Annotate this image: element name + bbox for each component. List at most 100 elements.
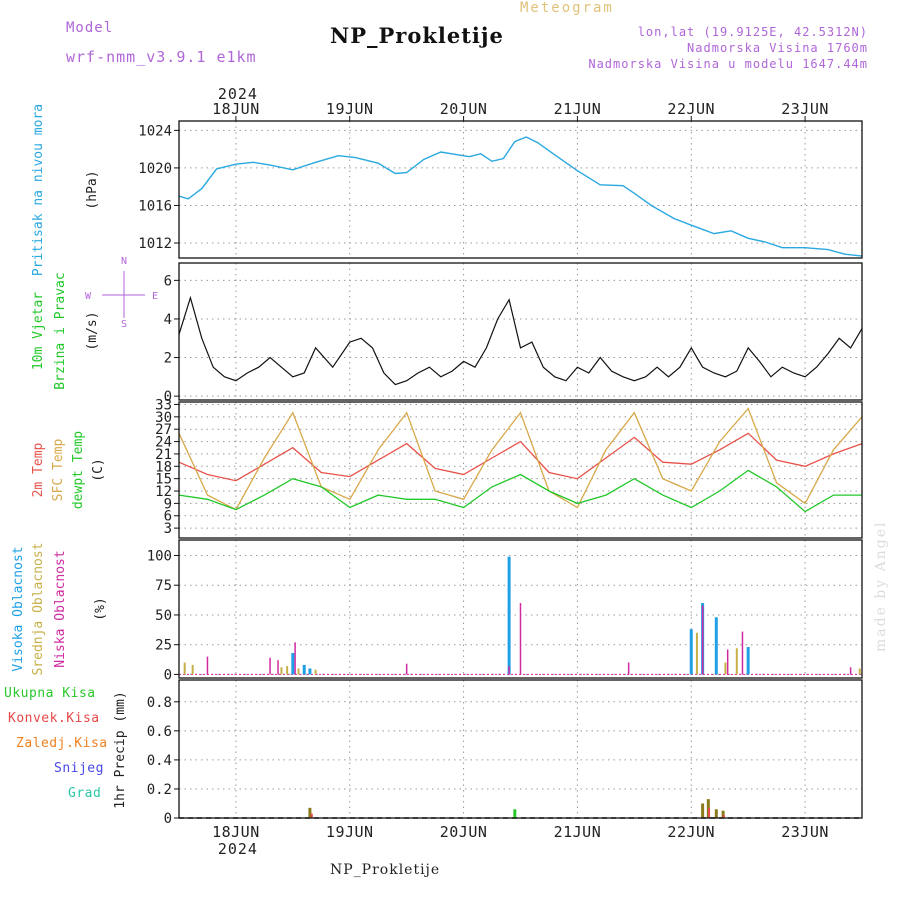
low-cloud-bar [701, 605, 704, 675]
footer-station: NP_Prokletije [330, 862, 441, 878]
wind-ylabel-1: 10m Vjetar [31, 292, 46, 370]
top-day-label: 22JUN [667, 100, 715, 118]
y-tick-label: 1024 [138, 123, 172, 139]
y-tick-label: 3 [164, 521, 172, 537]
y-tick-label: 30 [155, 410, 172, 426]
dewpoint-label: dewpt Temp [71, 431, 86, 509]
y-tick-label: 15 [155, 472, 172, 488]
y-tick-label: 75 [155, 578, 172, 594]
legend-hail: Grad [68, 786, 102, 801]
total-rain-bar [513, 809, 517, 818]
low-cloud-bar [741, 631, 744, 675]
legend-convective-rain: Konvek.Kisa [8, 711, 100, 726]
model-name: wrf-nmm_v3.9.1 e1km [66, 48, 257, 66]
convective-rain-bar [310, 813, 313, 818]
total-rain-bar [714, 809, 718, 818]
top-day-label: 21JUN [554, 100, 602, 118]
model-label: Model [66, 20, 114, 36]
temp-sfc-line [178, 407, 863, 511]
bottom-year-label: 2024 [218, 840, 258, 858]
bottom-day-label: 23JUN [781, 823, 829, 841]
y-tick-label: 0.8 [147, 695, 172, 711]
mid-cloud-bar [695, 632, 698, 675]
low-cloud-bar [519, 603, 522, 675]
coordinates: lon,lat (19.9125E, 42.5312N) [637, 25, 868, 39]
bottom-day-label: 19JUN [326, 823, 374, 841]
mid-cloud-bar [280, 667, 283, 675]
bottom-day-label: 18JUN [212, 823, 260, 841]
panel-frame [178, 120, 863, 259]
high-cloud-bar [689, 629, 693, 675]
bottom-day-label: 22JUN [667, 823, 715, 841]
total-rain-bar [721, 810, 725, 818]
y-tick-label: 1020 [138, 161, 172, 177]
total-rain-bar [308, 807, 312, 818]
y-tick-label: 12 [155, 484, 172, 500]
low-cloud-bar [294, 642, 296, 675]
y-tick-label: 2 [164, 351, 172, 367]
y-tick-label: 0.6 [147, 724, 172, 740]
top-day-label: 19JUN [326, 100, 374, 118]
precip-unit: 1hr Precip (mm) [113, 691, 128, 808]
legend-snow: Snijeg [54, 761, 104, 776]
pressure-ylabel: Pritisak na nivou mora [31, 104, 46, 276]
mid-cloud-bar [191, 664, 194, 675]
pressure-unit: (hPa) [85, 170, 100, 209]
mid-cloud-bar [297, 668, 300, 675]
y-tick-label: 0.4 [147, 753, 172, 769]
low-cloud-bar [405, 663, 408, 675]
y-tick-label: 0 [164, 667, 172, 683]
compass-west: W [85, 291, 92, 302]
temp-unit: (C) [91, 458, 106, 481]
pressure-line [178, 136, 863, 257]
compass-south: S [121, 319, 127, 330]
mid-cloud-bar [286, 666, 289, 675]
legend-total-rain: Ukupna Kisa [4, 686, 96, 701]
y-tick-label: 100 [147, 548, 172, 564]
y-tick-label: 6 [164, 273, 172, 289]
y-tick-label: 33 [155, 397, 172, 413]
top-day-label: 18JUN [212, 100, 260, 118]
wind-unit: (m/s) [85, 311, 100, 350]
bottom-day-label: 20JUN [440, 823, 488, 841]
convective-rain-bar [722, 815, 725, 818]
high-cloud-bar [302, 664, 306, 675]
total-rain-bar [701, 803, 705, 818]
y-tick-label: 0.2 [147, 782, 172, 798]
top-day-label: 23JUN [781, 100, 829, 118]
wind-ylabel-2: Brzina i Pravac [53, 272, 68, 389]
y-tick-label: 0 [164, 811, 172, 827]
high-cloud-bar [507, 556, 511, 675]
high-cloud-bar [308, 668, 312, 675]
mid-cloud-bar [183, 662, 186, 675]
low-cloud-bar [269, 657, 271, 675]
panel-frame [178, 679, 863, 819]
high-cloud-label: Visoka Oblacnost [11, 546, 26, 671]
y-tick-label: 21 [155, 447, 172, 463]
temp-2m-line [178, 432, 863, 482]
mid-cloud-label: Srednja Oblacnost [31, 542, 46, 675]
panel-frame [178, 401, 863, 539]
altitude: Nadmorska Visina 1760m [687, 41, 868, 55]
high-cloud-bar [746, 647, 750, 675]
top-day-label: 20JUN [440, 100, 488, 118]
low-cloud-bar [277, 660, 279, 675]
top-year-label: 2024 [218, 85, 258, 103]
cloud-unit: (%) [93, 597, 108, 620]
y-tick-label: 9 [164, 496, 172, 512]
y-tick-label: 18 [155, 459, 172, 475]
y-tick-label: 50 [155, 608, 172, 624]
y-tick-label: 1012 [138, 236, 172, 252]
mid-cloud-bar [724, 662, 727, 675]
dewpoint-line [178, 469, 862, 513]
low-cloud-label: Niska Oblacnost [53, 550, 68, 667]
mid-cloud-bar [735, 648, 738, 675]
bottom-day-label: 21JUN [554, 823, 602, 841]
wind-speed-line [178, 295, 863, 386]
y-tick-label: 27 [155, 422, 172, 438]
compass-east: E [152, 291, 158, 302]
temp-2m-label: 2m Temp [31, 442, 46, 497]
meteogram-subtitle: Meteogram [520, 0, 614, 16]
compass-north: N [121, 256, 127, 267]
